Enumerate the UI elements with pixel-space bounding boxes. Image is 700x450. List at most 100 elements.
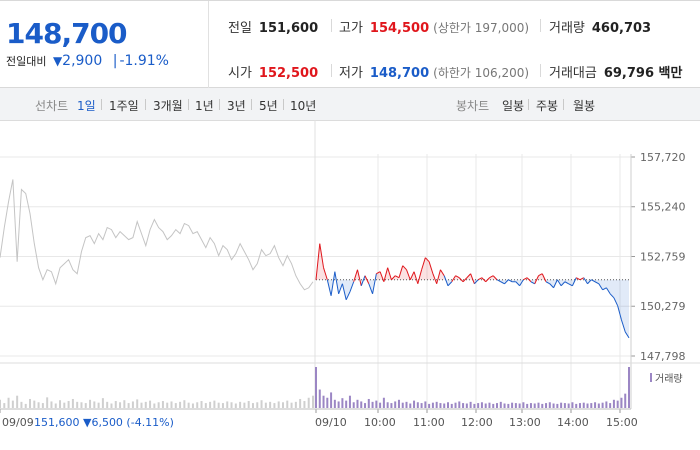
today-area-segment	[421, 257, 426, 280]
today-line-segment	[356, 269, 362, 286]
today-line-segment	[466, 273, 471, 279]
today-line-segment	[402, 265, 407, 271]
divider	[101, 99, 102, 110]
divider	[188, 99, 189, 110]
period-3y-button[interactable]: 3년	[227, 99, 246, 113]
stat-prev-close-value: 151,600	[258, 21, 319, 36]
previous-day-line	[0, 179, 314, 291]
today-line-segment	[440, 269, 445, 276]
today-line-segment	[549, 283, 554, 289]
period-1y-button[interactable]: 1년	[195, 99, 214, 113]
divider	[331, 19, 332, 32]
today-area-segment	[617, 279, 622, 320]
today-line-segment	[474, 279, 479, 285]
period-1d-button[interactable]: 1일	[77, 99, 96, 113]
today-line-segment	[526, 277, 532, 283]
today-line-segment	[556, 279, 562, 287]
divider	[331, 64, 332, 77]
today-line-segment	[470, 273, 475, 284]
divider	[145, 99, 146, 110]
x-tick-label: 09/09	[2, 416, 34, 429]
divider	[563, 99, 564, 110]
divider	[283, 99, 284, 110]
today-line-segment	[376, 271, 381, 275]
today-line-segment	[330, 271, 336, 296]
today-line-segment	[334, 271, 340, 294]
divider	[251, 99, 252, 110]
previous-day-summary: 151,600 ▼6,500 (-4.11%)	[34, 416, 174, 429]
x-tick-label: 09/10	[315, 416, 347, 429]
candle-chart-label: 봉차트	[456, 99, 490, 113]
today-line-segment	[489, 275, 494, 279]
today-line-segment	[568, 283, 573, 287]
stat-open-value: 152,500	[258, 66, 319, 81]
change-row: 전일대비 ▼2,900 | -1.91%	[6, 53, 169, 69]
today-line-segment	[368, 283, 374, 294]
y-tick-label: 152,759	[640, 251, 686, 264]
change-value: 2,900	[62, 53, 103, 69]
candle-weekly-button[interactable]: 주봉	[536, 99, 559, 113]
today-area-segment	[625, 279, 629, 338]
today-line-segment	[515, 281, 521, 287]
today-line-segment	[541, 273, 547, 282]
chart-period-bar: 선차트 1일 1주일 3개월 1년 3년 5년 10년 봉차트 일봉 주봉 월봉	[0, 88, 700, 121]
today-line-segment	[583, 277, 588, 285]
today-line-segment	[553, 279, 558, 288]
today-line-segment	[575, 277, 581, 281]
down-arrow-icon: ▼	[52, 54, 63, 68]
x-tick-label: 13:00	[509, 416, 541, 429]
stat-prev-close: 전일 151,600	[228, 17, 318, 36]
period-1w-button[interactable]: 1주일	[109, 99, 139, 113]
today-line-segment	[591, 279, 596, 283]
today-line-segment	[587, 279, 592, 285]
stat-upper-limit: (상한가 197,000)	[433, 21, 530, 35]
today-line-segment	[617, 305, 622, 320]
today-area-segment	[606, 279, 611, 294]
today-line-segment	[624, 331, 630, 339]
today-line-segment	[383, 267, 389, 282]
period-3m-button[interactable]: 3개월	[153, 99, 183, 113]
today-line-segment	[500, 281, 505, 285]
today-line-segment	[409, 271, 415, 280]
x-tick-label: 12:00	[461, 416, 493, 429]
candle-monthly-button[interactable]: 월봉	[573, 99, 596, 113]
today-line-segment	[428, 261, 434, 274]
today-line-segment	[508, 279, 513, 283]
period-5y-button[interactable]: 5년	[259, 99, 278, 113]
today-line-segment	[605, 287, 611, 295]
stat-amount: 거래대금 69,796 백만	[549, 62, 682, 81]
today-line-segment	[545, 281, 551, 285]
today-line-segment	[504, 279, 509, 285]
today-line-segment	[338, 283, 343, 294]
volume-legend-label: 거래량	[655, 373, 683, 385]
today-line-segment	[481, 277, 487, 283]
stat-high: 고가 154,500 (상한가 197,000)	[339, 17, 529, 36]
change-percent: -1.91%	[119, 53, 169, 69]
period-10y-button[interactable]: 10년	[290, 99, 317, 113]
x-tick-label: 14:00	[557, 416, 589, 429]
today-line-segment	[326, 279, 332, 296]
stat-low-label: 저가	[339, 66, 363, 81]
change-separator: |	[112, 53, 118, 69]
stat-amount-value: 69,796 백만	[603, 66, 683, 81]
y-tick-label: 147,798	[640, 350, 686, 363]
today-line-segment	[602, 287, 607, 291]
today-line-segment	[564, 281, 569, 285]
x-tick-label: 10:00	[364, 416, 396, 429]
today-line-segment	[421, 257, 426, 270]
today-line-segment	[413, 271, 419, 284]
today-line-segment	[341, 283, 347, 300]
today-area-segment	[610, 279, 614, 298]
today-line-segment	[530, 281, 535, 285]
today-line-segment	[455, 275, 460, 279]
today-area-segment	[549, 279, 554, 288]
today-line-segment	[485, 277, 490, 283]
candle-daily-button[interactable]: 일봉	[502, 99, 525, 113]
today-line-segment	[379, 271, 385, 282]
today-line-segment	[406, 269, 411, 280]
today-line-segment	[391, 275, 396, 281]
today-line-segment	[571, 277, 577, 286]
today-line-segment	[443, 275, 449, 286]
today-area-segment	[346, 279, 350, 300]
current-price-box: 148,700 전일대비 ▼2,900 | -1.91%	[0, 1, 209, 88]
